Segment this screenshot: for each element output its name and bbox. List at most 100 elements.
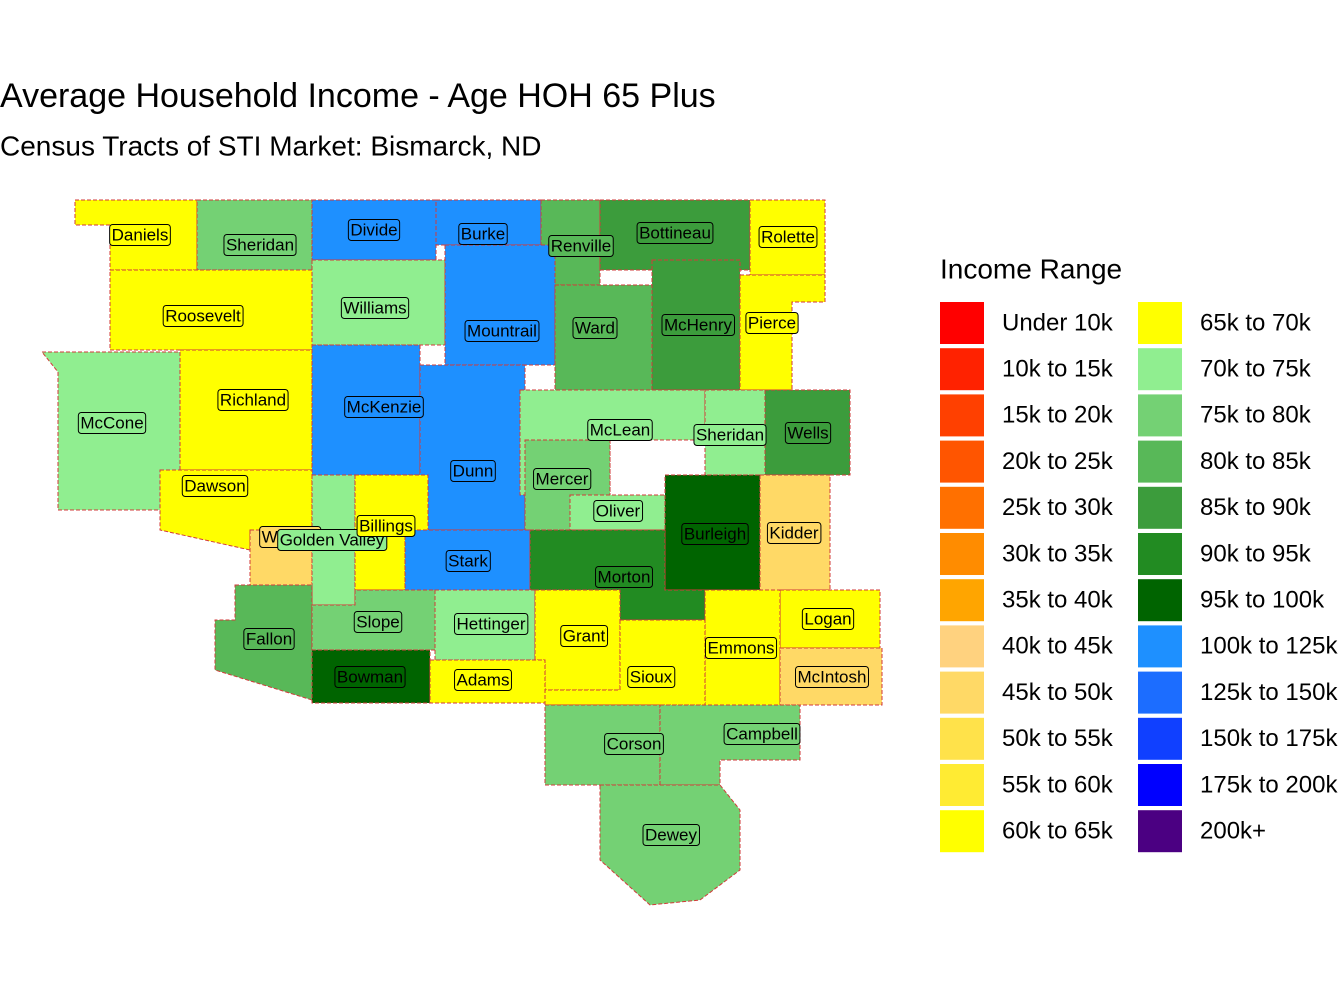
legend-swatch <box>940 394 984 437</box>
legend-swatch <box>1138 394 1182 437</box>
legend-swatch <box>1138 486 1182 529</box>
county-label: Logan <box>804 609 851 628</box>
county-label-box <box>356 514 416 537</box>
county-label-box <box>604 732 664 755</box>
county-label-box <box>340 296 410 319</box>
county-label: Adams <box>457 670 510 689</box>
county-label: Mercer <box>536 469 589 488</box>
county-label: Burke <box>461 224 505 243</box>
legend-swatch <box>940 764 984 806</box>
county-label: Morton <box>598 567 651 586</box>
legend-swatch <box>940 440 984 483</box>
county-label: Kidder <box>769 523 818 542</box>
county-label: Bowman <box>337 667 403 686</box>
county-label-box <box>661 313 736 336</box>
county-label: Dunn <box>453 461 494 480</box>
county-label: Roosevelt <box>165 306 241 325</box>
county-label-box <box>593 499 644 522</box>
county-label-box <box>162 304 244 327</box>
county-label-box <box>681 522 749 545</box>
county-label: Pierce <box>748 313 796 332</box>
county-label: Slope <box>356 612 399 631</box>
county-label: Emmons <box>707 638 774 657</box>
county-area <box>419 364 526 531</box>
county-label-box <box>334 665 406 688</box>
county-label-box <box>795 665 869 688</box>
county-label: Sioux <box>630 667 673 686</box>
legend-swatch <box>940 579 984 622</box>
county-label-box <box>450 459 496 482</box>
county-label-box <box>347 218 401 241</box>
county-label: Dewey <box>645 825 697 844</box>
legend-label: 30k to 35k <box>1002 540 1114 567</box>
legend-swatch <box>1138 579 1182 622</box>
county-label-box <box>353 610 403 633</box>
county-label: McHenry <box>664 315 733 334</box>
county-label: Burleigh <box>684 524 746 543</box>
legend-swatch <box>1138 671 1182 714</box>
county-label: McLean <box>590 420 650 439</box>
county-label-box <box>572 316 618 339</box>
county-label-box <box>344 395 424 418</box>
legend-label: 200k+ <box>1200 818 1266 845</box>
county-label: McKenzie <box>347 397 422 416</box>
county-label-box <box>548 234 614 257</box>
county-label-box <box>595 565 653 588</box>
county-label: Renville <box>551 236 611 255</box>
county-label: Richland <box>220 390 286 409</box>
county-label: Divide <box>350 220 397 239</box>
county-label: Bottineau <box>639 223 711 242</box>
county-label-box <box>454 668 512 691</box>
county-label-box <box>766 521 822 544</box>
legend-label: 15k to 20k <box>1002 402 1114 429</box>
county-label-box <box>109 223 171 246</box>
legend-label: 85k to 90k <box>1200 494 1312 521</box>
county-label: Campbell <box>726 724 798 743</box>
legend-swatch <box>940 486 984 529</box>
legend-label: 10k to 15k <box>1002 356 1114 383</box>
county-label: Grant <box>563 626 606 645</box>
legend-swatch <box>940 625 984 668</box>
county-label-box <box>745 311 799 334</box>
legend-label: 80k to 85k <box>1200 448 1312 475</box>
county-label-box <box>458 222 508 245</box>
legend-label: 55k to 60k <box>1002 771 1114 798</box>
legend-label: 40k to 45k <box>1002 633 1114 660</box>
county-label-box <box>560 624 609 647</box>
legend-swatch <box>1138 440 1182 483</box>
county-label-box <box>784 421 832 444</box>
legend: Under 10k 10k to 15k 15k to 20k 20k to 25k 2… <box>940 302 1338 853</box>
county-labels: Daniels Sheridan Divide Burke Renville Bottin… <box>77 218 869 846</box>
county-label: Sheridan <box>696 425 764 444</box>
legend-swatch <box>1138 717 1182 760</box>
legend-swatch <box>940 348 984 391</box>
county-label-box <box>217 388 289 411</box>
county-label-box <box>642 823 700 846</box>
county-label: Corson <box>607 734 662 753</box>
legend-swatch <box>1138 764 1182 806</box>
legend-label: 90k to 95k <box>1200 540 1312 567</box>
legend-label: 25k to 30k <box>1002 494 1114 521</box>
map-title: Average Household Income - Age HOH 65 Pl… <box>0 77 716 115</box>
county-label: McCone <box>80 413 143 432</box>
county-label-box <box>693 423 767 446</box>
county-label: Wells <box>787 423 828 442</box>
county-label-box <box>704 636 778 659</box>
legend-label: 35k to 40k <box>1002 587 1114 614</box>
county-label: Sheridan <box>226 235 294 254</box>
legend-label: 60k to 65k <box>1002 818 1114 845</box>
map-subtitle: Census Tracts of STI Market: Bismarck, N… <box>0 130 541 161</box>
legend-label: 175k to 200k <box>1200 771 1338 798</box>
county-label: Stark <box>448 551 488 570</box>
legend-swatch <box>1138 302 1182 344</box>
county-label-box <box>181 474 249 497</box>
county-label: Hettinger <box>457 614 526 633</box>
county-label: Daniels <box>112 225 169 244</box>
county-label-box <box>454 612 529 635</box>
legend-swatch <box>940 671 984 714</box>
county-label: Mountrail <box>467 321 537 340</box>
county-label-box <box>223 233 297 256</box>
county-label-box <box>533 467 592 490</box>
county-label: Rolette <box>761 227 815 246</box>
county-label-box <box>587 418 653 441</box>
